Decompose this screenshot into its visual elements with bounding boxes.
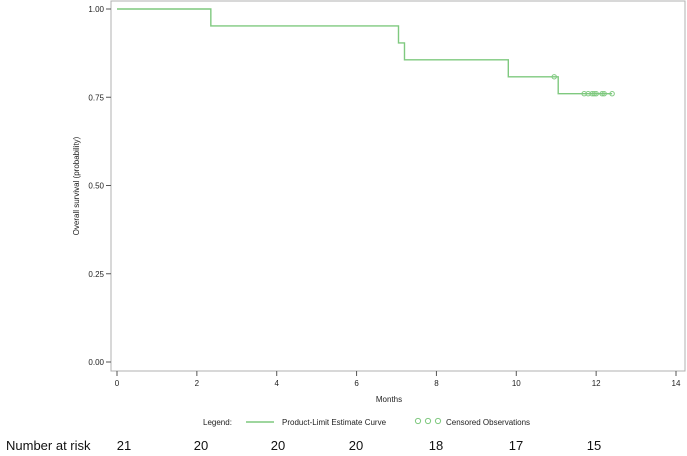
legend-censor-swatch-1 [414, 417, 422, 425]
x-tick-label: 2 [195, 379, 200, 388]
risk-value: 20 [194, 438, 208, 453]
censored-mark [591, 91, 597, 97]
risk-values: 21 20 20 20 18 17 15 [117, 438, 601, 453]
x-tick-label: 12 [592, 379, 601, 388]
legend: Legend: Product-Limit Estimate Curve Cen… [203, 417, 530, 427]
censored-mark [599, 91, 605, 97]
risk-value: 20 [271, 438, 285, 453]
censored-marks-layer [551, 74, 615, 97]
plot-frame [110, 0, 686, 372]
y-tick-label: 0.50 [88, 182, 104, 191]
risk-value: 15 [587, 438, 601, 453]
x-tick-label: 0 [115, 379, 120, 388]
risk-value: 18 [429, 438, 443, 453]
risk-value: 17 [509, 438, 523, 453]
legend-label-curve: Product-Limit Estimate Curve [282, 418, 387, 427]
legend-title: Legend: [203, 418, 232, 427]
x-tick-label: 14 [672, 379, 681, 388]
risk-value: 21 [117, 438, 131, 453]
survival-curve-layer [117, 8, 613, 95]
x-tick-label: 4 [274, 379, 279, 388]
risk-table: Number at risk 21 20 20 20 18 17 15 [6, 438, 601, 453]
x-tick-label: 10 [512, 379, 521, 388]
y-tick-label: 1.00 [88, 5, 104, 14]
x-tick-label: 6 [354, 379, 359, 388]
y-axis-title: Overall survival (probability) [72, 136, 81, 235]
censored-mark [551, 74, 557, 80]
y-tick-label: 0.25 [88, 270, 104, 279]
censored-mark [601, 91, 607, 97]
survival-step-line [117, 8, 613, 95]
risk-table-label: Number at risk [6, 438, 91, 453]
legend-censor-swatch-3 [434, 417, 442, 425]
y-tick-label: 0.75 [88, 93, 104, 102]
censored-mark [593, 91, 599, 97]
x-axis: 0 2 4 6 8 10 12 14 [115, 371, 681, 388]
x-axis-title: Months [376, 395, 402, 404]
censored-mark [609, 91, 615, 97]
x-tick-label: 8 [434, 379, 439, 388]
legend-censor-swatch-2 [424, 417, 432, 425]
risk-value: 20 [349, 438, 363, 453]
y-tick-label: 0.00 [88, 358, 104, 367]
y-axis: 0.00 0.25 0.50 0.75 1.00 [88, 5, 111, 367]
legend-label-censored: Censored Observations [446, 418, 530, 427]
